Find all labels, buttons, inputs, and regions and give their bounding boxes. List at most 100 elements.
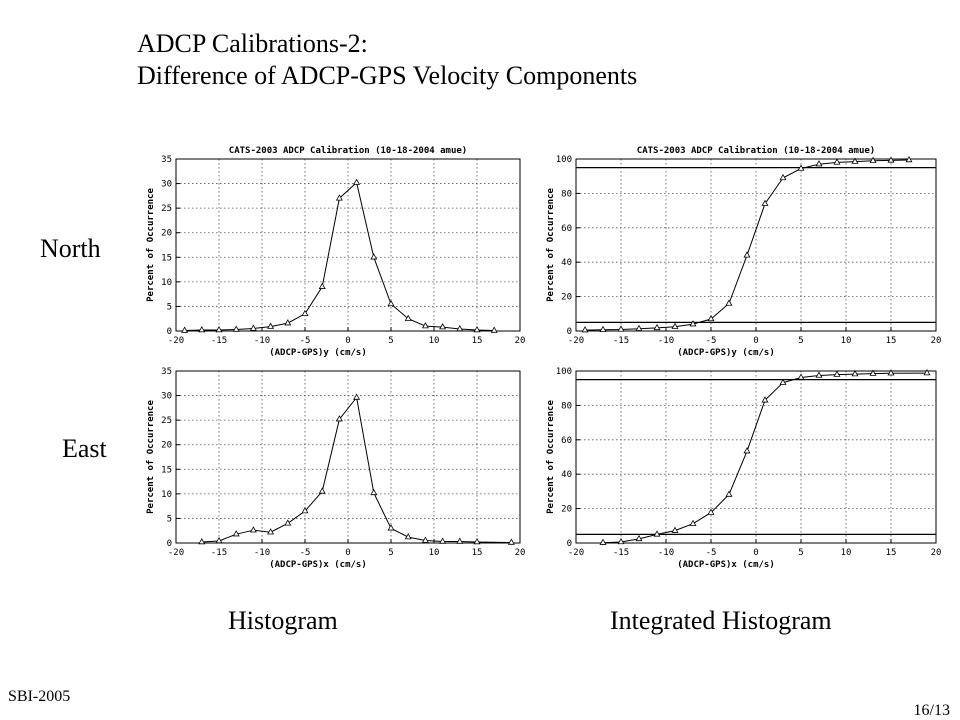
plot-frame (175, 370, 521, 544)
data-point-marker (301, 507, 309, 514)
data-point-marker (851, 157, 859, 164)
y-tick-label: 0 (167, 327, 172, 337)
x-tick-label: -5 (300, 336, 311, 346)
data-point-marker (215, 537, 223, 544)
y-tick-label: 40 (561, 258, 572, 268)
y-tick-label: 80 (561, 189, 572, 199)
data-point-marker (581, 326, 589, 333)
x-tick-label: -10 (658, 336, 674, 346)
x-tick-label: 10 (841, 548, 852, 558)
x-axis-label: (ADCP-GPS)x (cm/s) (269, 560, 367, 570)
chart-title: CATS-2003 ADCP Calibration (10-18-2004 a… (229, 145, 467, 156)
data-point-marker (689, 320, 697, 327)
y-tick-label: 30 (161, 392, 172, 402)
y-tick-label: 30 (161, 180, 172, 190)
data-point-marker (318, 282, 326, 289)
y-tick-label: 5 (167, 514, 172, 524)
series-line (584, 159, 910, 331)
data-point-marker (869, 156, 877, 163)
data-point-marker (923, 369, 931, 376)
data-point-marker (370, 488, 378, 496)
data-point-marker (617, 537, 625, 545)
series-line (201, 396, 512, 543)
x-tick-label: -10 (254, 336, 270, 346)
series-line (602, 372, 928, 544)
data-point-marker (851, 370, 859, 377)
y-tick-label: 40 (561, 470, 572, 480)
y-tick-label: 10 (161, 278, 172, 288)
data-point-marker (232, 530, 240, 537)
data-point-marker (743, 447, 751, 454)
x-tick-label: -15 (211, 336, 227, 346)
data-point-marker (387, 524, 395, 531)
x-tick-label: 20 (515, 336, 526, 346)
data-point-marker (421, 536, 429, 543)
data-point-marker (404, 533, 412, 540)
x-axis-label: (ADCP-GPS)y (cm/s) (677, 348, 775, 358)
series-line (184, 181, 495, 331)
y-tick-label: 15 (161, 253, 172, 263)
y-tick-label: 100 (556, 155, 572, 165)
x-tick-label: -5 (300, 548, 311, 558)
y-axis-label: Percent of Occurrence (546, 188, 556, 302)
data-point-marker (671, 526, 679, 533)
x-tick-label: 10 (429, 548, 440, 558)
data-point-marker (815, 160, 823, 167)
data-point-marker (707, 508, 715, 515)
data-point-marker (797, 164, 805, 171)
data-point-marker (797, 373, 805, 380)
east-integrated-histogram-chart: -20 -15 -10 -5 0 5 10 15 20 0 20 40 60 80 100 (ADCP-GPS… (546, 367, 941, 570)
y-axis-label: Percent of Occurrence (546, 400, 556, 514)
data-point-marker (617, 325, 625, 332)
data-point-marker (761, 199, 769, 206)
plot-frame (575, 370, 937, 544)
y-tick-label: 25 (161, 204, 172, 214)
y-tick-label: 15 (161, 465, 172, 475)
data-point-marker (387, 299, 395, 307)
data-point-marker (905, 156, 913, 163)
x-tick-label: 5 (798, 548, 803, 558)
data-point-marker (779, 378, 787, 385)
data-point-marker (439, 323, 447, 330)
footer-page-number: 16/13 (913, 702, 950, 719)
data-point-marker (181, 326, 189, 333)
data-point-marker (599, 325, 607, 332)
data-point-marker (725, 299, 733, 306)
y-axis-label: Percent of Occurrence (146, 188, 156, 302)
x-tick-label: 20 (515, 548, 526, 558)
data-point-marker (815, 371, 823, 378)
data-point-marker (421, 322, 429, 329)
data-point-marker (887, 156, 895, 163)
plot-frame (575, 158, 937, 332)
east-histogram-chart: -20 -15 -10 -5 0 5 10 15 20 0 5 10 15 20 25 30 35 (ADCP-G… (146, 367, 526, 570)
x-tick-label: -20 (168, 336, 184, 346)
x-tick-label: -20 (568, 548, 584, 558)
data-point-marker (761, 396, 769, 403)
x-tick-label: 5 (388, 548, 393, 558)
x-tick-label: 20 (931, 336, 942, 346)
y-tick-label: 60 (561, 224, 572, 234)
data-point-marker (456, 537, 464, 544)
y-tick-label: 10 (161, 490, 172, 500)
data-point-marker (267, 528, 275, 535)
north-histogram-chart: -20 -15 -10 -5 0 5 10 15 20 0 5 10 15 20 25 30 35 CATS-20… (146, 145, 526, 358)
row-label-north: North (40, 234, 101, 263)
y-axis-label: Percent of Occurrence (146, 400, 156, 514)
x-tick-label: 15 (472, 336, 483, 346)
data-point-marker (507, 538, 515, 545)
x-tick-label: -15 (211, 548, 227, 558)
x-tick-label: 5 (798, 336, 803, 346)
y-tick-label: 80 (561, 401, 572, 411)
x-tick-label: 0 (753, 548, 758, 558)
x-tick-label: 10 (841, 336, 852, 346)
data-point-marker (249, 526, 257, 533)
x-tick-label: 5 (388, 336, 393, 346)
y-tick-label: 0 (167, 539, 172, 549)
x-tick-label: 0 (345, 548, 350, 558)
plot-frame (175, 158, 521, 332)
data-point-marker (439, 537, 447, 544)
x-axis-label: (ADCP-GPS)x (cm/s) (677, 560, 775, 570)
caption-histogram: Histogram (228, 606, 338, 635)
row-label-east: East (62, 434, 107, 463)
data-point-marker (869, 369, 877, 376)
